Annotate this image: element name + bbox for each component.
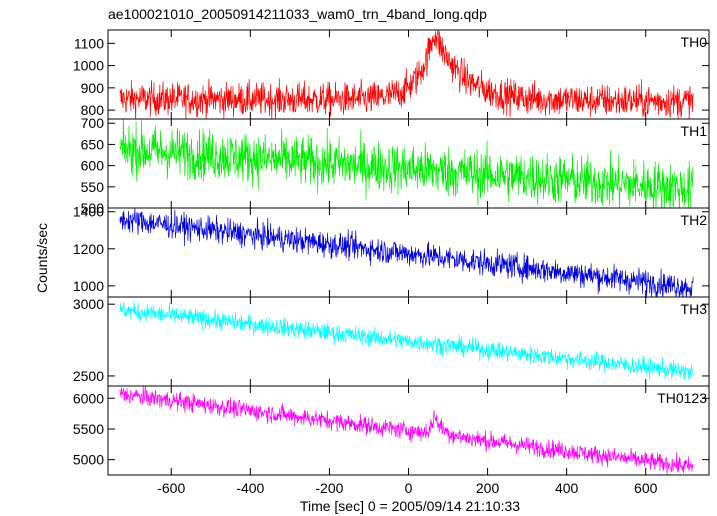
y-tick-label: 6000 (73, 390, 104, 406)
panel-th2: 1000 1200 1400 TH2 (73, 204, 710, 298)
panel-label-th3: TH3 (681, 301, 708, 317)
y-tick-label: 1200 (73, 241, 104, 257)
panel-th0123: 5000 5500 6000 TH0123 (73, 385, 710, 476)
panel-frame-th2 (107, 207, 710, 298)
y-tick-label: 1000 (73, 58, 104, 74)
x-tick-label: -400 (236, 480, 264, 496)
series-line-th1 (119, 119, 694, 208)
y-tick-label: 1400 (73, 204, 104, 220)
panel-label-th2: TH2 (681, 212, 708, 228)
y-tick-label: 600 (81, 158, 105, 174)
y-tick-label: 3000 (73, 296, 104, 312)
y-tick-label: 1000 (73, 278, 104, 294)
series-line-th0123 (119, 386, 694, 475)
y-tick-label: 5000 (73, 452, 104, 468)
panel-th1: 500 550 600 650 700 TH1 (81, 115, 710, 216)
chart-title: ae100021010_20050914211033_wam0_trn_4ban… (108, 6, 487, 22)
y-tick-label: 550 (81, 179, 105, 195)
series-line-th0 (119, 30, 694, 119)
y-tick-label: 900 (81, 80, 105, 96)
x-tick-label: -200 (315, 480, 343, 496)
x-tick-label: -600 (157, 480, 185, 496)
y-tick-label: 650 (81, 136, 105, 152)
panel-th3: 2500 3000 TH3 (73, 296, 710, 387)
y-tick-label: 2500 (73, 368, 104, 384)
x-tick-label: 200 (476, 480, 500, 496)
series-line-th3 (119, 300, 694, 382)
panel-label-th0123: TH0123 (657, 390, 707, 406)
panel-th0: 800 900 1000 1100 TH0 (73, 29, 710, 120)
series-line-th2 (119, 208, 694, 297)
y-tick-label: 1100 (74, 35, 104, 51)
panel-label-th1: TH1 (681, 123, 708, 139)
y-tick-label: 800 (81, 102, 105, 118)
y-axis-label: Counts/sec (34, 223, 50, 293)
x-tick-label: 600 (634, 480, 658, 496)
y-tick-label: 5500 (73, 421, 104, 437)
panel-label-th0: TH0 (681, 34, 708, 50)
x-tick-label: 0 (405, 480, 413, 496)
x-axis-label: Time [sec] 0 = 2005/09/14 21:10:33 (300, 498, 520, 514)
y-tick-label: 500 (81, 200, 105, 216)
x-tick-label: 400 (555, 480, 579, 496)
y-tick-label: 700 (81, 115, 105, 131)
